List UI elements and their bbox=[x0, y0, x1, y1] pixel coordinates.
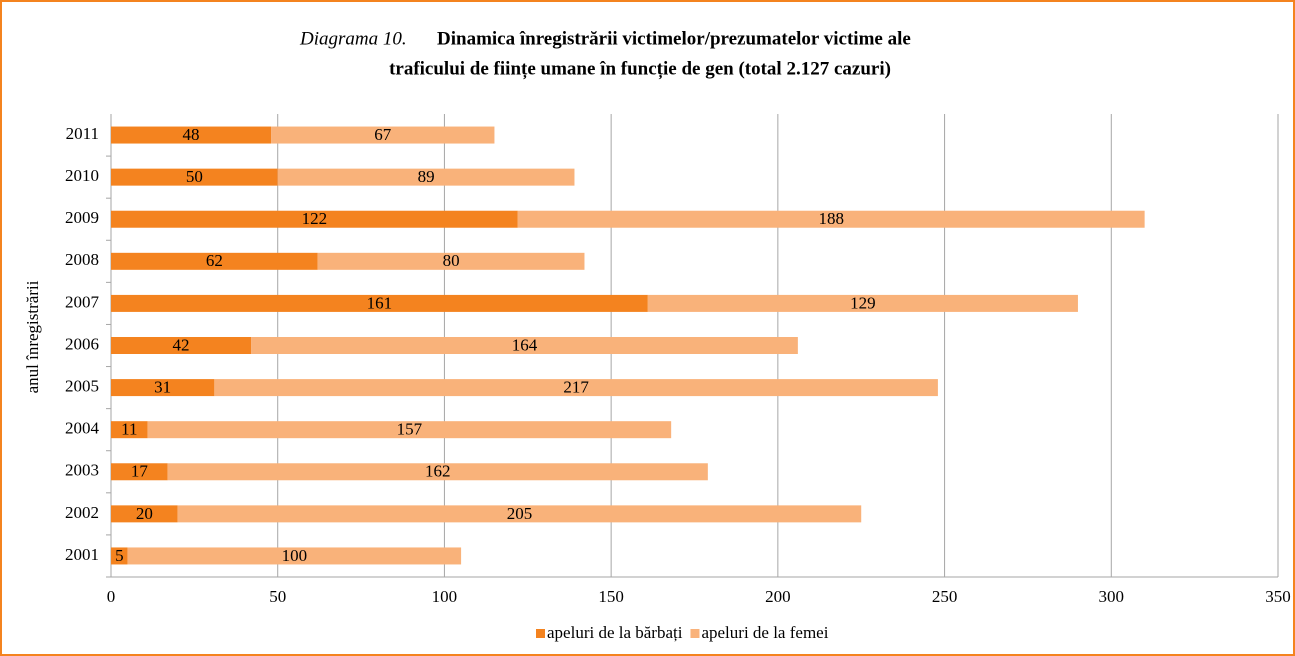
data-label: 100 bbox=[282, 546, 308, 565]
x-tick-label: 50 bbox=[269, 587, 286, 606]
y-tick-label: 2001 bbox=[65, 545, 99, 564]
data-label: 17 bbox=[131, 462, 149, 481]
y-tick-label: 2005 bbox=[65, 376, 99, 395]
bar-segment bbox=[111, 337, 252, 354]
data-label: 205 bbox=[507, 504, 533, 523]
legend-swatch bbox=[690, 629, 700, 638]
data-label: 20 bbox=[136, 504, 153, 523]
data-label: 157 bbox=[397, 420, 423, 439]
y-tick-label: 2003 bbox=[65, 461, 99, 480]
bar-segment bbox=[111, 168, 278, 186]
bar-segment bbox=[517, 210, 1145, 228]
y-tick-label: 2011 bbox=[66, 124, 99, 143]
x-tick-label: 350 bbox=[1265, 587, 1291, 606]
data-label: 89 bbox=[418, 167, 435, 186]
y-tick-label: 2008 bbox=[65, 250, 99, 269]
y-tick-label: 2007 bbox=[65, 292, 100, 311]
data-label: 217 bbox=[563, 377, 589, 396]
data-label: 161 bbox=[367, 293, 393, 312]
y-tick-label: 2010 bbox=[65, 166, 99, 185]
y-tick-label: 2004 bbox=[65, 419, 100, 438]
data-label: 164 bbox=[512, 335, 538, 354]
bar-segment bbox=[167, 463, 708, 481]
data-label: 122 bbox=[302, 209, 328, 228]
data-label: 80 bbox=[443, 251, 460, 270]
bar-segment bbox=[251, 337, 798, 354]
data-label: 31 bbox=[154, 377, 171, 396]
bar-segment bbox=[111, 252, 318, 270]
bar-segment bbox=[111, 421, 148, 439]
data-label: 48 bbox=[183, 125, 200, 144]
bar-segment bbox=[111, 294, 648, 312]
bar-segment bbox=[271, 126, 495, 144]
data-label: 162 bbox=[425, 462, 451, 481]
bar-segment bbox=[214, 379, 938, 397]
x-tick-label: 100 bbox=[432, 587, 458, 606]
data-label: 62 bbox=[206, 251, 223, 270]
x-tick-label: 250 bbox=[932, 587, 958, 606]
x-tick-label: 150 bbox=[598, 587, 624, 606]
legend-label: apeluri de la bărbați bbox=[547, 623, 683, 642]
bar-segment bbox=[111, 379, 215, 397]
bar-segment bbox=[111, 505, 178, 523]
data-label: 129 bbox=[850, 293, 876, 312]
bar-segment bbox=[111, 463, 168, 481]
x-tick-label: 300 bbox=[1099, 587, 1125, 606]
x-tick-label: 0 bbox=[107, 587, 116, 606]
chart-title-prefix: Diagrama 10. bbox=[299, 28, 407, 49]
bar-segment bbox=[111, 126, 272, 144]
bar-segment bbox=[147, 421, 672, 439]
y-tick-label: 2006 bbox=[65, 334, 99, 353]
legend-swatch bbox=[536, 629, 545, 638]
bar-segment bbox=[647, 294, 1078, 312]
bar-segment bbox=[111, 210, 518, 228]
bar-segment bbox=[111, 547, 128, 565]
data-label: 42 bbox=[173, 335, 190, 354]
data-label: 5 bbox=[115, 546, 124, 565]
y-axis-label: anul înregistrării bbox=[23, 280, 42, 393]
data-label: 188 bbox=[818, 209, 844, 228]
bar-segment bbox=[127, 547, 462, 565]
y-tick-label: 2002 bbox=[65, 503, 99, 522]
data-label: 50 bbox=[186, 167, 203, 186]
x-tick-label: 200 bbox=[765, 587, 791, 606]
data-label: 67 bbox=[374, 125, 392, 144]
chart-title: traficului de ființe umane în funcție de… bbox=[389, 58, 891, 79]
data-label: 11 bbox=[121, 420, 137, 439]
legend-label: apeluri de la femei bbox=[701, 623, 828, 642]
y-tick-label: 2009 bbox=[65, 208, 99, 227]
bar-segment bbox=[177, 505, 862, 523]
bar-segment bbox=[317, 252, 585, 270]
chart-title: Dinamica înregistrării victimelor/prezum… bbox=[437, 28, 911, 49]
bar-segment bbox=[277, 168, 575, 186]
